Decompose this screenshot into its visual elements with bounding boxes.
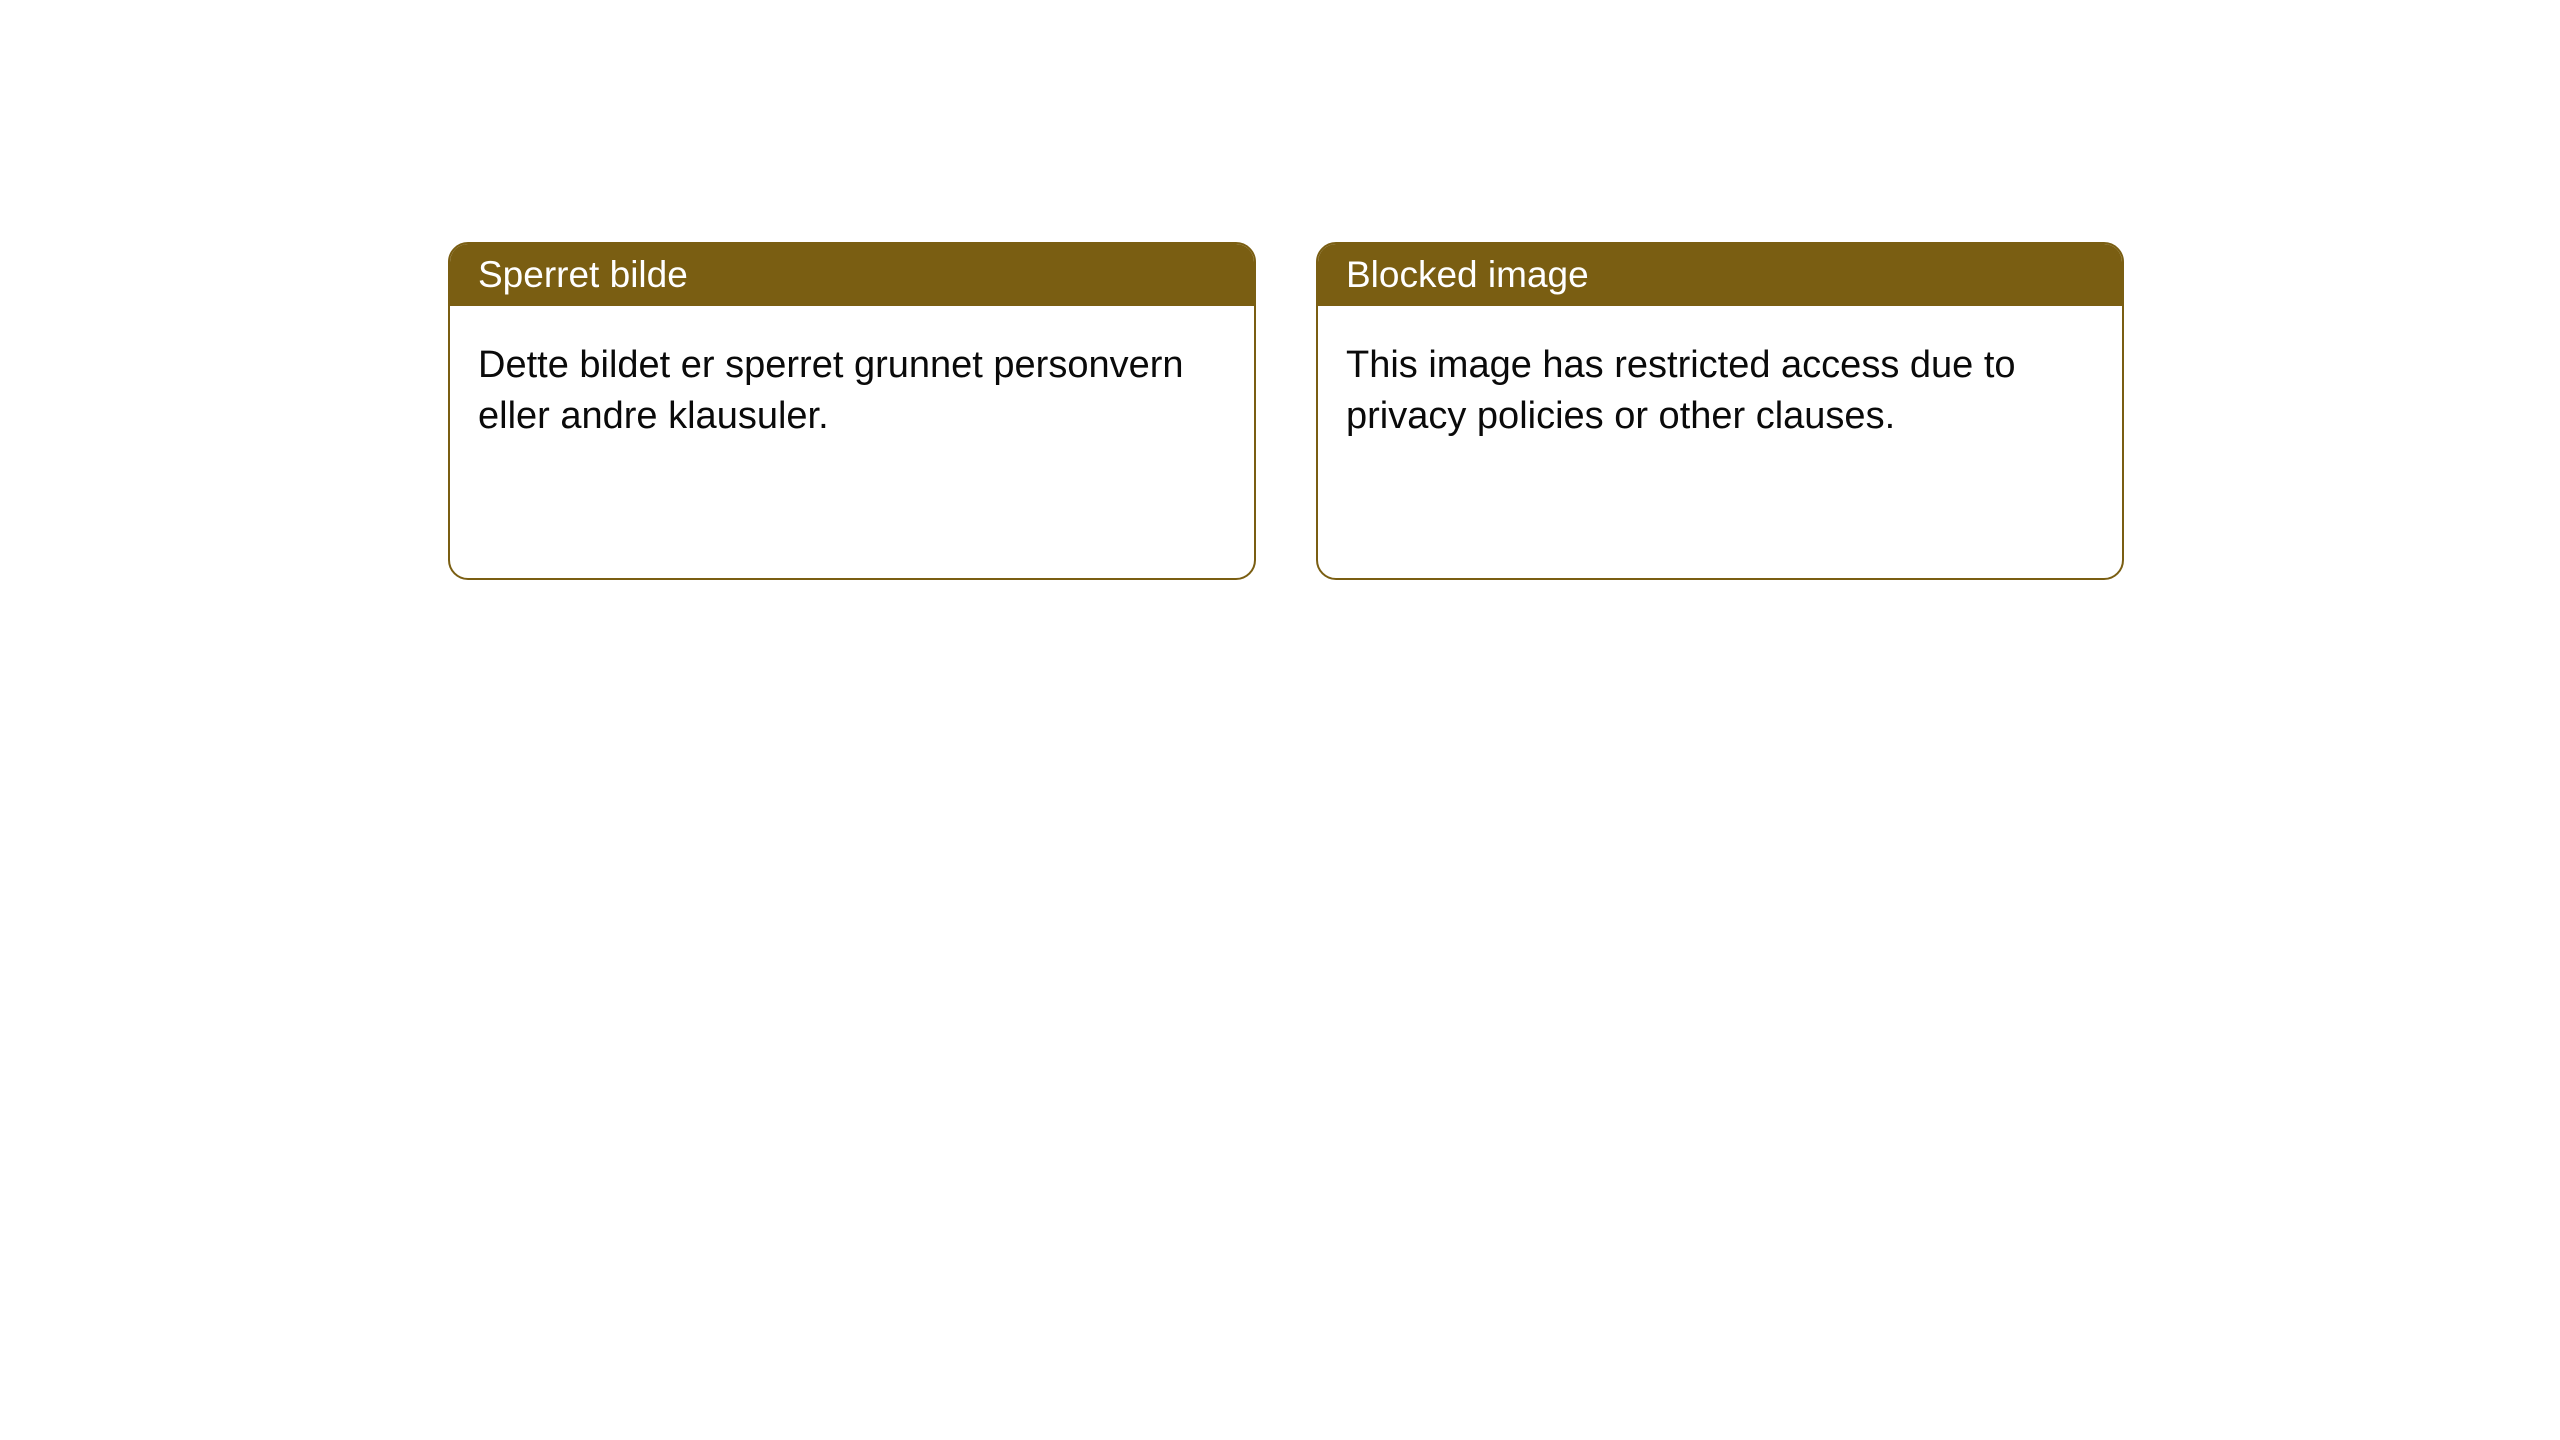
card-body-no: Dette bildet er sperret grunnet personve… (450, 306, 1254, 477)
notice-card-no: Sperret bilde Dette bildet er sperret gr… (448, 242, 1256, 580)
card-header-en: Blocked image (1318, 244, 2122, 306)
card-body-en: This image has restricted access due to … (1318, 306, 2122, 477)
card-header-no: Sperret bilde (450, 244, 1254, 306)
notice-card-en: Blocked image This image has restricted … (1316, 242, 2124, 580)
notice-cards-row: Sperret bilde Dette bildet er sperret gr… (448, 242, 2560, 580)
